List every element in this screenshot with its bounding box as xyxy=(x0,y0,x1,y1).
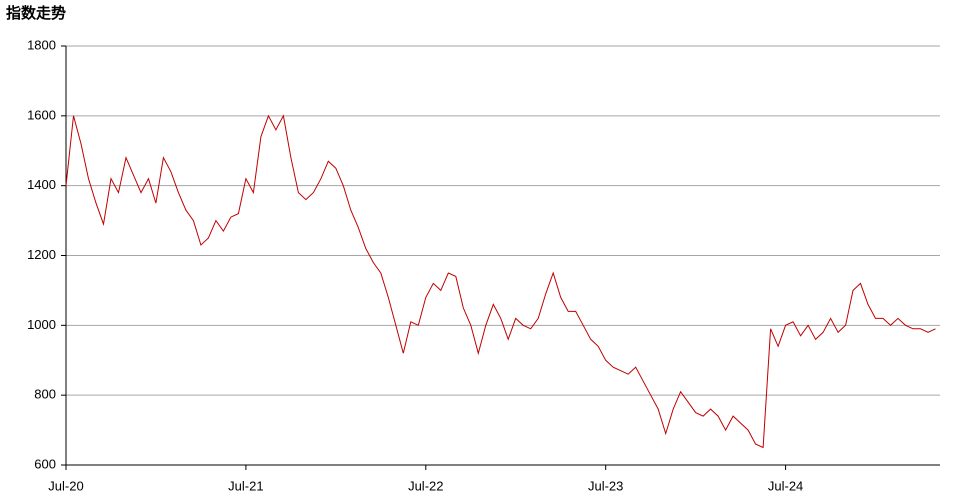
y-tick-label: 800 xyxy=(34,387,56,402)
data-line xyxy=(65,114,936,449)
x-tick-label: Jul-24 xyxy=(768,478,803,493)
y-tick-label: 600 xyxy=(34,456,56,471)
y-tick-label: 1600 xyxy=(27,107,56,122)
x-tick-label: Jul-23 xyxy=(588,478,623,493)
x-tick-label: Jul-22 xyxy=(408,478,443,493)
y-tick-label: 1800 xyxy=(27,37,56,52)
x-tick-label: Jul-21 xyxy=(228,478,263,493)
x-tick-label: Jul-20 xyxy=(48,478,83,493)
y-tick-label: 1000 xyxy=(27,317,56,332)
y-tick-label: 1400 xyxy=(27,177,56,192)
chart-title: 指数走势 xyxy=(6,4,66,22)
y-tick-label: 1200 xyxy=(27,247,56,262)
